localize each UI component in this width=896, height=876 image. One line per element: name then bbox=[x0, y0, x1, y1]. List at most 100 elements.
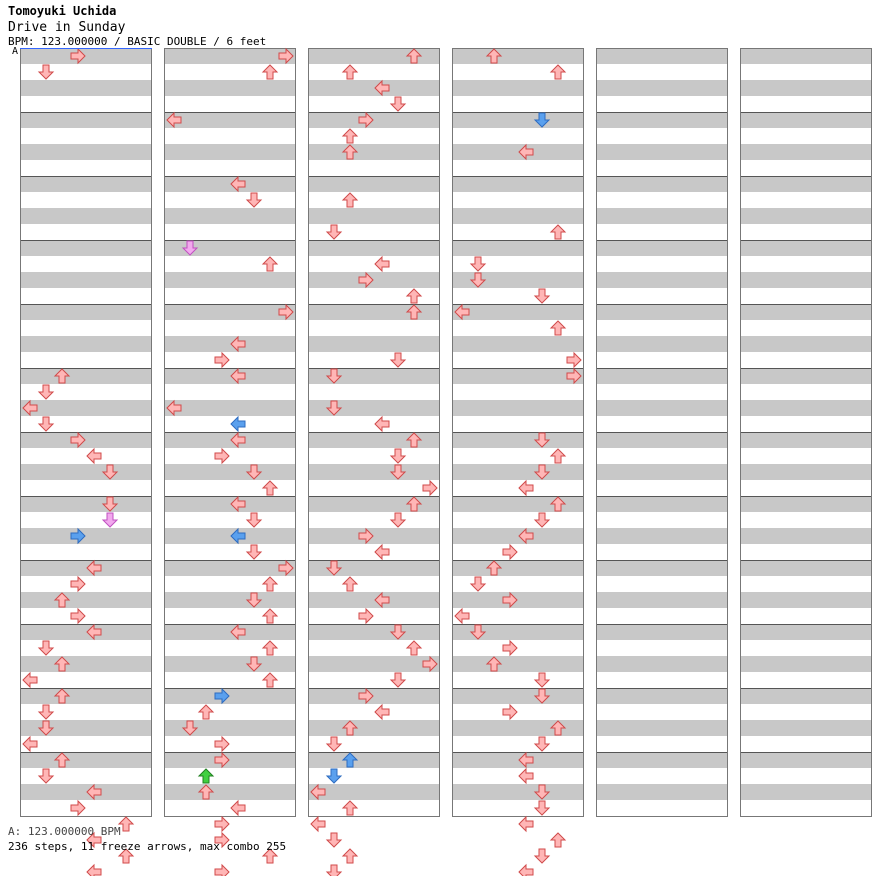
step-arrow bbox=[86, 863, 102, 876]
step-arrow bbox=[485, 656, 503, 672]
step-arrow bbox=[405, 48, 423, 64]
step-arrow bbox=[214, 815, 230, 833]
step-arrow bbox=[549, 832, 567, 848]
step-arrow bbox=[86, 447, 102, 465]
beat-stripe bbox=[740, 336, 872, 352]
beat-stripe bbox=[308, 752, 440, 768]
beat-stripe bbox=[164, 336, 296, 352]
beat-stripe bbox=[452, 112, 584, 128]
step-arrow bbox=[214, 447, 230, 465]
beat-stripe bbox=[164, 496, 296, 512]
step-arrow bbox=[230, 495, 246, 513]
step-arrow bbox=[37, 64, 55, 80]
beat-stripe bbox=[452, 464, 584, 480]
beat-stripe bbox=[164, 144, 296, 160]
beat-stripe bbox=[308, 464, 440, 480]
beat-stripe bbox=[452, 432, 584, 448]
step-arrow bbox=[245, 544, 263, 560]
beat-stripe bbox=[308, 784, 440, 800]
beat-stripe bbox=[164, 368, 296, 384]
beat-stripe bbox=[20, 400, 152, 416]
step-arrow bbox=[533, 512, 551, 528]
beat-stripe bbox=[308, 336, 440, 352]
step-arrow bbox=[566, 351, 582, 369]
step-arrow bbox=[341, 192, 359, 208]
beat-stripe bbox=[596, 144, 728, 160]
step-arrow bbox=[37, 768, 55, 784]
step-arrow bbox=[325, 224, 343, 240]
beat-stripe bbox=[740, 176, 872, 192]
beat-stripe bbox=[740, 560, 872, 576]
beat-stripe bbox=[20, 496, 152, 512]
step-arrow bbox=[325, 560, 343, 576]
step-arrow bbox=[533, 288, 551, 304]
step-arrow bbox=[454, 607, 470, 625]
step-arrow bbox=[469, 624, 487, 640]
step-arrow bbox=[22, 671, 38, 689]
step-arrow bbox=[197, 704, 215, 720]
beat-stripe bbox=[20, 560, 152, 576]
step-arrow bbox=[389, 512, 407, 528]
step-arrow bbox=[469, 576, 487, 592]
step-arrow bbox=[518, 143, 534, 161]
step-arrow bbox=[341, 848, 359, 864]
beat-stripe bbox=[740, 720, 872, 736]
step-arrow bbox=[341, 128, 359, 144]
beat-stripe bbox=[596, 304, 728, 320]
beat-stripe bbox=[596, 592, 728, 608]
step-arrow bbox=[389, 448, 407, 464]
step-arrow bbox=[341, 752, 359, 768]
step-arrow bbox=[230, 527, 246, 545]
step-arrow bbox=[549, 448, 567, 464]
step-arrow bbox=[70, 575, 86, 593]
beat-stripe bbox=[164, 784, 296, 800]
beat-stripe bbox=[452, 304, 584, 320]
step-arrow bbox=[197, 768, 215, 784]
beat-stripe bbox=[164, 720, 296, 736]
song-artist: Tomoyuki Uchida bbox=[8, 4, 117, 18]
step-arrow bbox=[518, 863, 534, 876]
step-arrow bbox=[469, 256, 487, 272]
beat-stripe bbox=[596, 464, 728, 480]
step-arrow bbox=[117, 848, 135, 864]
beat-stripe bbox=[20, 720, 152, 736]
step-arrow bbox=[245, 592, 263, 608]
step-arrow bbox=[533, 464, 551, 480]
step-arrow bbox=[53, 368, 71, 384]
chart-column bbox=[740, 48, 872, 817]
beat-stripe bbox=[308, 240, 440, 256]
bpm-marker: A bbox=[12, 46, 19, 57]
beat-stripe bbox=[308, 304, 440, 320]
beat-stripe bbox=[596, 720, 728, 736]
beat-stripe bbox=[596, 528, 728, 544]
beat-stripe bbox=[596, 112, 728, 128]
step-arrow bbox=[374, 591, 390, 609]
step-arrow bbox=[358, 527, 374, 545]
chart-stats: 236 steps, 11 freeze arrows, max combo 2… bbox=[8, 840, 287, 853]
column-border bbox=[308, 48, 440, 817]
beat-stripe bbox=[308, 144, 440, 160]
step-arrow bbox=[70, 607, 86, 625]
beat-stripe bbox=[740, 784, 872, 800]
step-arrow bbox=[86, 623, 102, 641]
beat-stripe bbox=[452, 336, 584, 352]
step-arrow bbox=[469, 272, 487, 288]
beat-stripe bbox=[164, 688, 296, 704]
beat-stripe bbox=[740, 400, 872, 416]
beat-stripe bbox=[740, 112, 872, 128]
beat-stripe bbox=[20, 656, 152, 672]
step-arrow bbox=[533, 672, 551, 688]
beat-stripe bbox=[452, 784, 584, 800]
beat-stripe bbox=[740, 240, 872, 256]
step-arrow bbox=[374, 543, 390, 561]
step-arrow bbox=[341, 720, 359, 736]
step-arrow bbox=[549, 720, 567, 736]
beat-stripe bbox=[164, 80, 296, 96]
beat-stripe bbox=[596, 656, 728, 672]
beat-stripe bbox=[20, 144, 152, 160]
song-title: Drive in Sunday bbox=[8, 20, 126, 35]
chart-meta: BPM: 123.000000 / BASIC DOUBLE / 6 feet bbox=[8, 35, 267, 48]
beat-stripe bbox=[20, 368, 152, 384]
beat-stripe bbox=[596, 688, 728, 704]
step-arrow bbox=[374, 79, 390, 97]
